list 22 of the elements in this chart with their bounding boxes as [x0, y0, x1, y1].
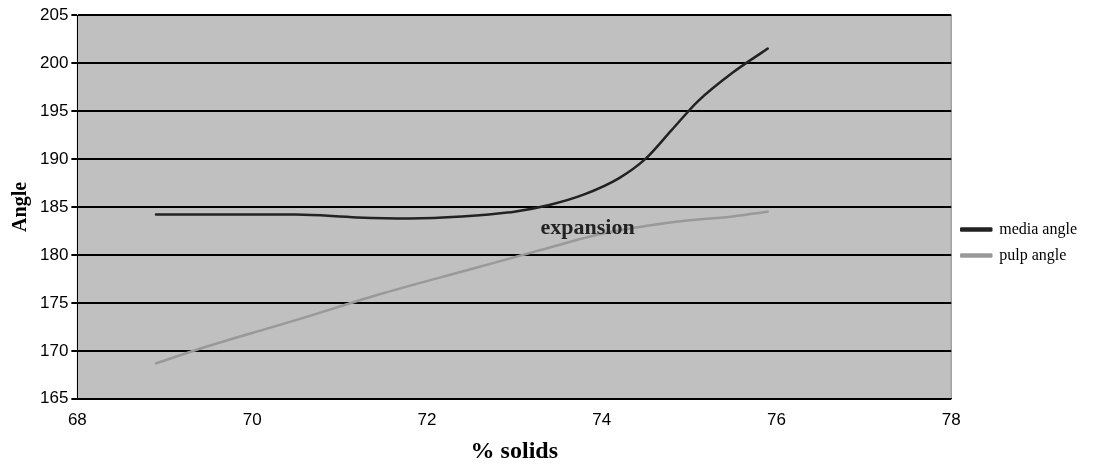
x-tick-label: 76 [767, 409, 786, 429]
legend-label: media angle [999, 219, 1078, 238]
line-series [154, 47, 769, 220]
line-series [154, 210, 769, 365]
y-tick-label: 200 [39, 52, 69, 72]
x-tick-label: 78 [941, 409, 961, 429]
x-axis-title: % solids [470, 436, 558, 463]
x-tick-label: 68 [67, 409, 87, 429]
annotation: expansion [540, 213, 635, 239]
y-tick-label: 185 [39, 196, 69, 216]
y-tick-label: 175 [39, 292, 69, 312]
legend-label: pulp angle [999, 245, 1067, 264]
y-tick-label: 190 [39, 148, 69, 168]
y-axis-title: Angle [8, 181, 32, 232]
y-tick-label: 195 [39, 100, 69, 120]
x-tick-label: 72 [417, 409, 437, 429]
y-tick-label: 180 [39, 244, 69, 264]
y-tick-label: 170 [39, 340, 69, 360]
x-tick-label: 70 [242, 409, 262, 429]
y-tick-label: 205 [39, 4, 69, 24]
x-tick-label: 74 [592, 409, 612, 429]
y-tick-label: 165 [39, 388, 69, 408]
